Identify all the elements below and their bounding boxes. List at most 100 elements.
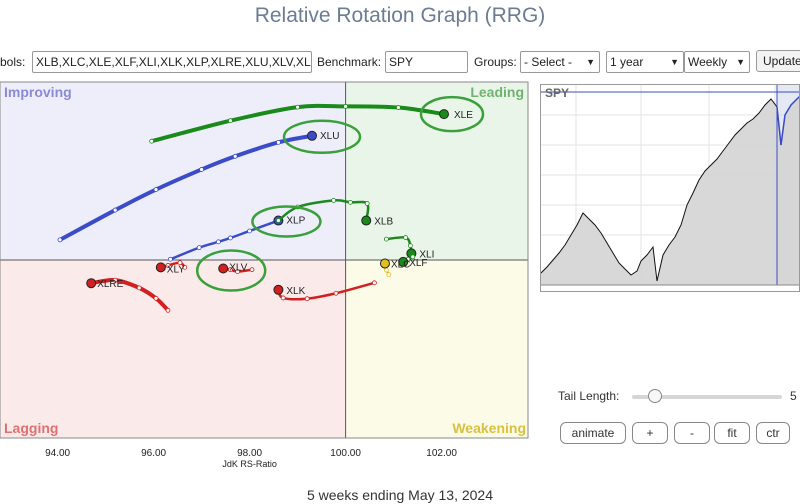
xlv-tail-point [227,267,233,273]
x-tick-label: 96.00 [141,448,166,459]
animate-button[interactable]: animate [560,422,626,444]
xlv-tail-point [249,267,255,273]
x-tick-label: 98.00 [237,448,262,459]
period-select-value: 1 year [610,55,644,69]
xly-tail-point [182,264,188,270]
improving-quadrant [0,82,346,260]
tail-length-slider[interactable] [648,389,662,403]
groups-select-value: - Select - [524,55,573,69]
xlu-tail-point [232,153,238,159]
chevron-down-icon: ▼ [670,57,679,67]
xle-tail-point [295,104,301,110]
xlp-highlight-ellipse [251,205,322,238]
spy-area [541,97,799,285]
fit-button[interactable]: fit [714,422,750,444]
spy-label: SPY [545,86,569,100]
rrg-chart[interactable]: Improving Leading Lagging Weakening 94.00 96.… [0,0,540,480]
xlc-head-point [379,258,390,269]
controls-bar: bols: XLB,XLC,XLE,XLF,XLI,XLK,XLP,XLRE,X… [0,50,800,73]
xle-tail-point [227,118,233,124]
x-tick-label: 102.00 [426,448,457,459]
lagging-label: Lagging [4,420,58,436]
leading-label: Leading [470,84,524,100]
xlc-label: XLC [391,259,410,270]
xlk-tail-point [371,280,377,286]
xlp-tail-point [227,235,233,241]
xly-tail-point [177,260,183,266]
center-button[interactable]: ctr [756,422,790,444]
benchmark-input[interactable]: SPY [385,51,468,73]
xlp-tail-point [196,245,202,251]
xlu-tail-point [153,187,159,192]
xlu-tail-point [199,167,205,172]
xlp-tail-point [247,228,253,234]
xlp-tail-point [215,239,221,245]
spy-highlight-line [776,95,799,146]
xlre-head-point [86,278,97,289]
xlf-label: XLF [409,258,427,269]
xlf-head-point [398,256,409,267]
symbols-input[interactable]: XLB,XLC,XLE,XLF,XLI,XLK,XLP,XLRE,XLU,XLV… [32,51,312,73]
xlb-tail-point [331,198,337,203]
xly-tail-point [165,263,171,268]
xli-tail-point [383,236,389,242]
xli-label: XLI [419,249,434,260]
spy-chart-svg: SPYJulOct2024Apr [541,85,799,286]
xlk-label: XLK [286,286,305,297]
tail-length-track[interactable] [632,395,782,399]
xlu-tail-point [57,237,63,243]
xlu-tail-point [275,139,281,145]
xlk-tail-point [304,296,310,302]
xle-tail-point [149,138,155,144]
xlb-tail-point [364,201,370,206]
xlk-tail-point [280,295,286,301]
xlv-highlight-ellipse [195,249,267,292]
xlb-label: XLB [374,217,393,228]
xli-tail-point [407,243,413,249]
zoom-out-button[interactable]: - [674,422,710,444]
chevron-down-icon: ▼ [586,57,595,67]
xly-label: XLY [167,264,185,275]
weakening-label: Weakening [452,420,526,436]
groups-select[interactable]: - Select - ▼ [520,51,600,73]
weakening-quadrant [345,260,528,438]
xlv-head-point [218,263,229,274]
x-tick-label: 100.00 [330,448,361,459]
xly-head-point [155,262,166,273]
spy-line [541,96,799,282]
xlf-tail-point [410,254,416,260]
xlre-tail-point [153,295,159,301]
lagging-quadrant [0,260,346,438]
xlb-head-point [361,215,372,226]
xlre-label: XLRE [97,279,123,290]
leading-quadrant [345,82,528,260]
spy-price-chart: SPYJulOct2024Apr [540,84,800,292]
xlp-tail-point [167,256,173,262]
xle-highlight-ellipse [419,95,485,133]
xlb-tail-point [347,199,353,205]
xli-tail-point [403,235,409,240]
period-select[interactable]: 1 year ▼ [606,51,684,73]
improving-label: Improving [4,84,72,100]
xle-tail-point [395,105,401,110]
chevron-down-icon: ▼ [736,57,745,67]
benchmark-label: Benchmark: [317,55,382,69]
xlu-tail-point [112,207,118,213]
xle-label: XLE [454,110,473,121]
update-button[interactable]: Update [756,50,800,72]
xlre-tail-point [136,285,142,291]
frequency-select-value: Weekly [688,55,728,69]
frequency-select[interactable]: Weekly ▼ [684,51,750,73]
x-axis-label: JdK RS-Ratio [222,459,277,469]
xlu-highlight-ellipse [282,119,362,155]
xlre-tail-point [165,307,171,313]
xlc-tail-point [386,272,392,278]
xlk-tail-point [333,290,339,296]
tail-length-label: Tail Length: [558,389,620,403]
xlre-tail-point [112,277,118,283]
xlv-label: XLV [229,263,247,274]
date-range-caption: 5 weeks ending May 13, 2024 [306,487,493,503]
zoom-in-button[interactable]: + [632,422,668,444]
xle-tail-point [343,103,349,109]
xle-head-point [439,109,449,120]
